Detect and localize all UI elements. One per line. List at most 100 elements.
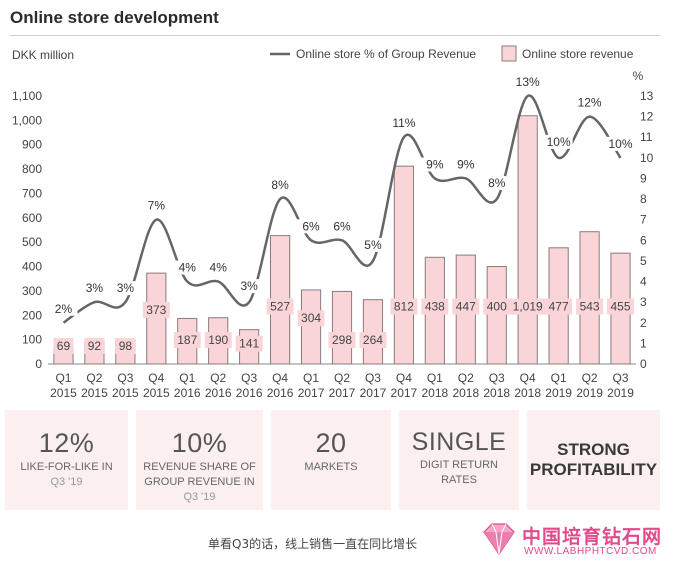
bar-value-label: 373 bbox=[146, 303, 166, 317]
x-tick-quarter: Q1 bbox=[303, 371, 319, 385]
x-tick-quarter: Q2 bbox=[86, 371, 102, 385]
y-tick-label: 900 bbox=[22, 138, 42, 152]
line-label-box bbox=[111, 281, 140, 296]
diamond-logo-icon bbox=[483, 523, 515, 556]
y2-tick-label: 5 bbox=[640, 254, 647, 268]
bar-value-label: 92 bbox=[88, 339, 102, 353]
bar-value-label: 304 bbox=[301, 311, 321, 325]
line-value-label: 3% bbox=[86, 281, 104, 295]
x-tick-year: 2017 bbox=[329, 386, 356, 400]
y-tick-label: 1,100 bbox=[12, 89, 42, 103]
y-axis-unit: DKK million bbox=[12, 48, 74, 62]
bar-label-box bbox=[84, 338, 105, 354]
kpi-row: 12% LIKE-FOR-LIKE IN Q3 '19 10% REVENUE … bbox=[5, 410, 660, 510]
line-value-label: 12% bbox=[578, 96, 602, 110]
line-value-label: 3% bbox=[117, 281, 135, 295]
bar-label-box bbox=[545, 298, 573, 315]
kpi-label: DIGIT RETURN bbox=[419, 459, 499, 471]
x-tick-year: 2015 bbox=[50, 386, 77, 400]
kpi-label: GROUP REVENUE IN bbox=[144, 476, 255, 488]
x-tick-quarter: Q2 bbox=[210, 371, 226, 385]
bar bbox=[486, 266, 507, 365]
bar-label-box bbox=[390, 298, 418, 315]
y-tick-label: 1,000 bbox=[12, 113, 42, 127]
line-value-label: 6% bbox=[302, 219, 320, 233]
x-tick-year: 2017 bbox=[298, 386, 325, 400]
line-label-box bbox=[235, 279, 264, 294]
bar-value-label: 527 bbox=[270, 300, 290, 314]
line-label-box bbox=[328, 219, 356, 234]
bar-value-label: 1,019 bbox=[513, 300, 543, 314]
x-tick-quarter: Q1 bbox=[427, 371, 443, 385]
kpi-label: RATES bbox=[441, 474, 477, 486]
y-tick-label: 400 bbox=[22, 260, 42, 274]
x-tick-year: 2016 bbox=[174, 386, 201, 400]
bar bbox=[146, 272, 167, 365]
kpi-period: Q3 '19 bbox=[183, 491, 216, 503]
bar-label-box bbox=[297, 310, 325, 327]
watermark-text: 中国培育钻石网 bbox=[522, 526, 663, 548]
x-tick-quarter: Q4 bbox=[520, 371, 536, 385]
watermark: 中国培育钻石网 WWW.LABHPHTCVD.COM bbox=[480, 520, 675, 560]
bar-label-box bbox=[53, 338, 74, 354]
line-value-label: 4% bbox=[179, 261, 197, 275]
line-label-box bbox=[606, 136, 635, 151]
bar bbox=[579, 231, 600, 365]
kpi-markets: 20 MARKETS bbox=[271, 410, 391, 510]
bar-label-box bbox=[576, 298, 604, 315]
y2-tick-label: 11 bbox=[640, 130, 653, 144]
kpi-value: 10% bbox=[171, 428, 228, 458]
line-value-label: 3% bbox=[240, 279, 258, 293]
bar bbox=[393, 165, 414, 365]
x-tick-quarter: Q4 bbox=[148, 371, 164, 385]
y2-tick-label: 3 bbox=[640, 295, 647, 309]
x-tick-quarter: Q3 bbox=[117, 371, 133, 385]
bar-label-box bbox=[359, 332, 387, 348]
y2-tick-label: 2 bbox=[640, 316, 647, 330]
bar-label-box bbox=[266, 298, 294, 315]
bar-label-box bbox=[328, 332, 356, 348]
bar bbox=[362, 299, 384, 365]
line-value-label: 10% bbox=[609, 137, 633, 151]
bar bbox=[300, 289, 322, 365]
line-value-label: 13% bbox=[516, 75, 540, 89]
bar-label-box bbox=[115, 338, 136, 354]
y2-axis-unit: % bbox=[633, 69, 644, 83]
x-tick-year: 2018 bbox=[452, 386, 479, 400]
line-value-label: 7% bbox=[148, 199, 166, 213]
y2-tick-label: 0 bbox=[640, 357, 647, 371]
y2-tick-label: 6 bbox=[640, 233, 647, 247]
bar-label-box bbox=[204, 332, 232, 348]
line-label-box bbox=[173, 260, 202, 275]
y-tick-label: 500 bbox=[22, 235, 42, 249]
line-value-label: 4% bbox=[210, 261, 228, 275]
x-tick-year: 2018 bbox=[514, 386, 541, 400]
line-value-label: 2% bbox=[55, 302, 73, 316]
bar-value-label: 264 bbox=[363, 333, 383, 347]
line-label-box bbox=[420, 157, 449, 172]
line-value-label: 8% bbox=[488, 176, 506, 190]
kpi-value: 20 bbox=[315, 428, 347, 458]
bar-value-label: 455 bbox=[611, 300, 631, 314]
y2-tick-label: 1 bbox=[640, 336, 647, 350]
x-tick-quarter: Q3 bbox=[489, 371, 505, 385]
bar-value-label: 298 bbox=[332, 333, 352, 347]
bar-value-label: 438 bbox=[425, 300, 445, 314]
line-value-label: 9% bbox=[426, 157, 444, 171]
legend-label-bar: Online store revenue bbox=[522, 47, 634, 61]
x-tick-quarter: Q2 bbox=[582, 371, 598, 385]
chart: DKK million% Online store % of Group Reve… bbox=[12, 45, 654, 400]
bar-label-box bbox=[235, 335, 263, 352]
y2-tick-label: 13 bbox=[640, 89, 654, 103]
x-tick-year: 2016 bbox=[236, 386, 263, 400]
bar-label-box bbox=[507, 298, 549, 315]
x-tick-quarter: Q4 bbox=[396, 371, 412, 385]
watermark-url: WWW.LABHPHTCVD.COM bbox=[524, 546, 657, 557]
line-value-label: 11% bbox=[392, 116, 415, 130]
x-tick-quarter: Q1 bbox=[551, 371, 567, 385]
y2-tick-label: 4 bbox=[640, 275, 647, 289]
x-tick-quarter: Q4 bbox=[272, 371, 288, 385]
y-tick-label: 600 bbox=[22, 211, 42, 225]
x-tick-year: 2019 bbox=[607, 386, 634, 400]
x-tick-year: 2015 bbox=[143, 386, 170, 400]
